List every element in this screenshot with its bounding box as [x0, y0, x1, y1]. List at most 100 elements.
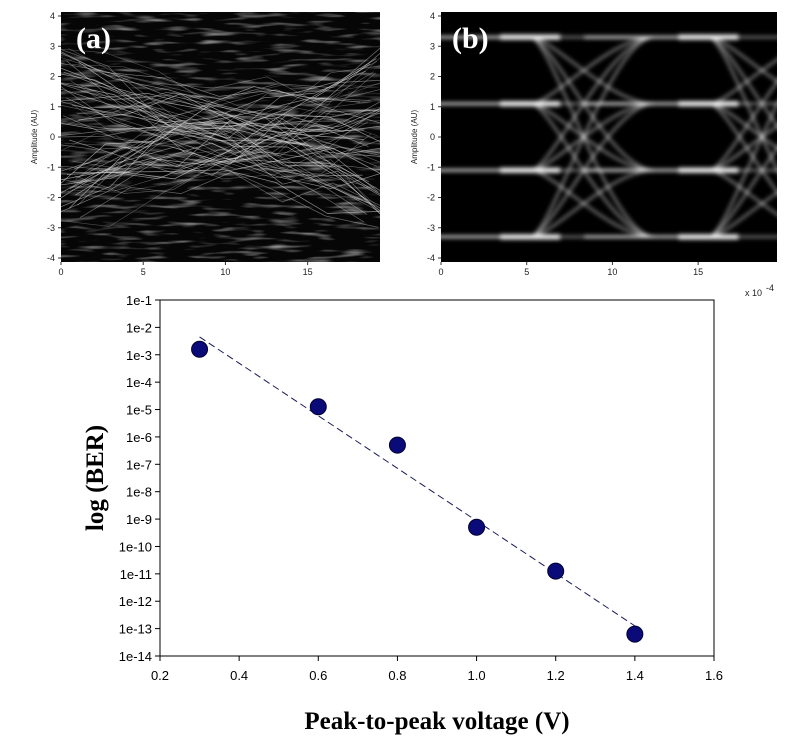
eye-y-tick-label-b: 0	[430, 132, 435, 142]
eye-trace-a	[78, 93, 380, 174]
eye-trace-a	[64, 107, 380, 180]
ber-x-tick-label: 1.4	[626, 668, 644, 683]
eye-trace-a	[61, 109, 371, 136]
eye-y-tick-label-a: -2	[47, 193, 55, 203]
eye-trace-a	[72, 79, 380, 139]
eye-y-tick-label-b: -3	[427, 223, 435, 233]
eye-trace-a	[66, 169, 380, 214]
ber-x-tick-label: 1.0	[468, 668, 486, 683]
ber-chart: 1e-1 1e-2 1e-3 1e-4 1e-5 1e-6 1e-7 1e-8 1e-9 1e-1…	[82, 293, 723, 735]
eye-trace-a	[67, 121, 368, 193]
ber-y-tick-label: 1e-5	[126, 403, 152, 418]
x-exponent-power: -4	[766, 283, 774, 293]
x-exponent-label: x 10	[745, 288, 762, 298]
eye-trace-a	[61, 72, 376, 192]
eye-y-tick-label-a: 3	[50, 41, 55, 51]
eye-trace-a	[75, 121, 377, 179]
ber-y-tick-label: 1e-11	[120, 567, 152, 582]
eye-y-tick-label-b: 2	[430, 72, 435, 82]
panel-label-b: (b)	[452, 22, 489, 55]
eye-trace-a	[74, 133, 372, 194]
eye-trace-a	[68, 83, 380, 171]
eye-trace-a	[61, 86, 379, 228]
ber-data-point	[388, 436, 406, 454]
ber-data-point	[309, 398, 327, 416]
eye-trace-a	[66, 97, 380, 189]
eye-trace-a	[61, 62, 370, 183]
ber-data-point	[626, 625, 644, 643]
eye-trace-a	[61, 52, 380, 124]
eye-trace-a	[80, 91, 380, 209]
eye-trace-a	[61, 63, 371, 130]
eye-y-tick-label-a: 2	[50, 72, 55, 82]
ber-x-tick-label: 1.6	[705, 668, 723, 683]
ber-trendline	[199, 336, 636, 627]
ber-x-tick-label: 0.2	[151, 668, 169, 683]
eye-x-tick-label-a: 15	[303, 267, 313, 277]
eye-trace-a	[61, 112, 380, 138]
eye-trace-a	[61, 60, 378, 172]
eye-traces-a	[61, 12, 380, 262]
ber-x-tick-label: 0.6	[309, 668, 327, 683]
eye-trace-a	[70, 102, 367, 201]
ber-y-tick-label: 1e-2	[126, 320, 152, 335]
eye-trace-a	[61, 51, 380, 155]
eye-trace-a	[73, 101, 372, 184]
eye-trace-a	[78, 61, 380, 212]
ber-x-axis-title: Peak-to-peak voltage (V)	[304, 708, 569, 735]
eye-trace-a	[68, 48, 380, 123]
eye-x-tick-label-b: 0	[438, 267, 443, 277]
ber-y-tick-label: 1e-9	[126, 512, 152, 527]
eye-trace-a	[61, 67, 380, 136]
ber-y-tick-label: 1e-6	[126, 430, 152, 445]
eye-trace-a	[69, 52, 380, 175]
eye-trace-a	[67, 105, 380, 130]
eye-trace-a	[61, 86, 361, 108]
eye-trace-a	[61, 142, 363, 186]
eye-trace-a	[72, 131, 380, 170]
ber-x-tick-label: 0.4	[230, 668, 248, 683]
eye-x-tick-label-a: 0	[58, 267, 63, 277]
eye-trace-a	[76, 112, 380, 156]
eye-trace-a	[80, 84, 380, 170]
eye-y-tick-label-b: 4	[430, 11, 435, 21]
ber-y-tick-label: 1e-3	[126, 348, 152, 363]
eye-trace-a	[61, 83, 380, 171]
eye-trace-a	[79, 171, 380, 218]
eye-trace-a	[61, 131, 379, 208]
eye-trace-a	[61, 105, 364, 184]
ber-y-tick-label: 1e-10	[119, 539, 152, 554]
eye-y-tick-label-b: 1	[430, 102, 435, 112]
ber-y-tick-label: 1e-1	[126, 293, 152, 308]
eye-y-axis-label-a: Amplitude (AU)	[30, 110, 39, 165]
eye-x-tick-label-b: 10	[607, 267, 617, 277]
eye-trace-a	[78, 64, 380, 215]
eye-trace-b	[584, 35, 777, 172]
eye-y-tick-label-a: 0	[50, 132, 55, 142]
eye-trace-a	[61, 120, 380, 210]
eye-x-tick-label-a: 5	[141, 267, 146, 277]
eye-trace-a	[75, 120, 380, 196]
eye-trace-a	[61, 57, 374, 105]
eye-y-axis-label-b: Amplitude (AU)	[410, 110, 419, 165]
eye-y-tick-label-a: 1	[50, 102, 55, 112]
eye-traces-b	[441, 34, 777, 240]
ber-data-point	[547, 562, 565, 580]
eye-trace-a	[66, 60, 380, 157]
panel-label-a: (a)	[76, 22, 111, 55]
ber-y-tick-label: 1e-7	[126, 457, 152, 472]
eye-trace-a	[71, 64, 380, 118]
eye-trace-a	[61, 83, 380, 191]
eye-y-tick-label-b: -4	[427, 253, 435, 263]
eye-trace-a	[73, 146, 380, 195]
eye-y-tick-label-b: -2	[427, 193, 435, 203]
eye-trace-a	[61, 89, 380, 172]
eye-trace-a	[61, 133, 361, 179]
eye-trace-b	[441, 35, 655, 239]
ber-plot-frame	[159, 299, 715, 657]
eye-y-tick-label-b: -1	[427, 162, 435, 172]
eye-y-tick-label-a: -1	[47, 162, 55, 172]
eye-trace-a	[61, 73, 365, 133]
